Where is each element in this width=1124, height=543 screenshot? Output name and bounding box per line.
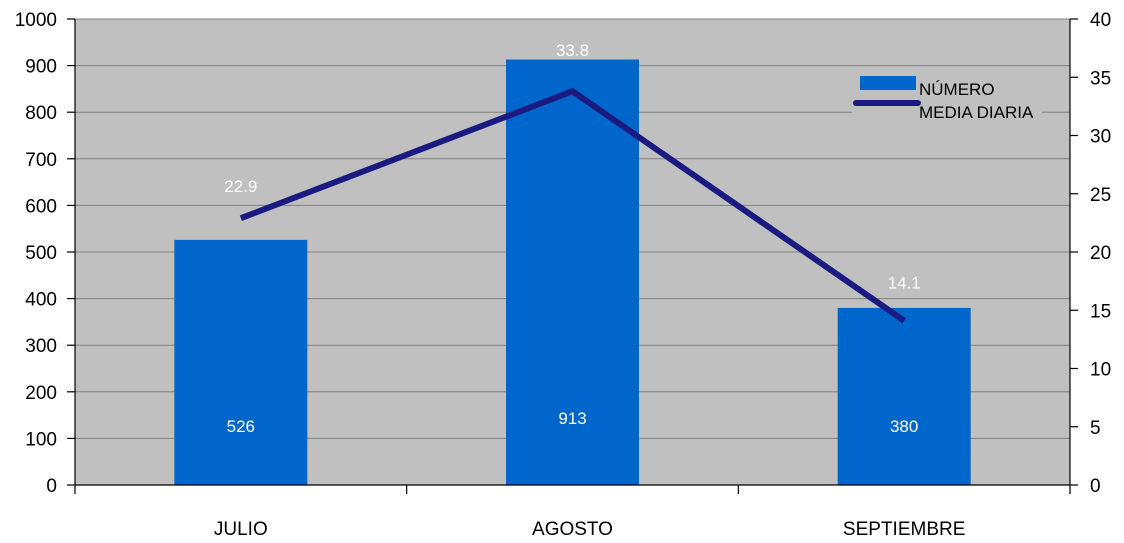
legend-label-media-diaria: MEDIA DIARIA	[919, 103, 1034, 122]
left-tick-label: 900	[25, 57, 57, 78]
right-tick-label: 30	[1090, 127, 1111, 148]
right-axis-ticks: 0 5 10 15 20 25 30 35 40	[1070, 10, 1111, 497]
category-label-septiembre: SEPTIEMBRE	[843, 519, 965, 540]
line-data-labels: 22.9 33.8 14.1	[224, 41, 920, 293]
bar-series	[174, 59, 971, 486]
bar-data-label: 526	[227, 417, 255, 436]
bar-data-label: 380	[890, 417, 918, 436]
legend-swatch-numero	[860, 76, 916, 90]
left-tick-label: 0	[46, 476, 57, 497]
right-tick-label: 35	[1090, 68, 1111, 89]
bar-data-label: 913	[558, 409, 586, 428]
right-tick-label: 40	[1090, 10, 1111, 31]
left-tick-label: 700	[25, 150, 57, 171]
left-tick-label: 800	[25, 103, 57, 124]
line-data-label: 33.8	[556, 41, 589, 60]
left-axis-ticks: 0 100 200 300 400 500 600 700 800 900 1000	[15, 10, 75, 497]
left-tick-label: 200	[25, 383, 57, 404]
category-axis-labels: JULIO AGOSTO SEPTIEMBRE	[214, 519, 966, 540]
right-tick-label: 15	[1090, 301, 1111, 322]
right-tick-label: 20	[1090, 243, 1111, 264]
right-tick-label: 0	[1090, 476, 1101, 497]
legend-label-numero: NÚMERO	[919, 80, 995, 99]
right-tick-label: 25	[1090, 185, 1111, 206]
line-data-label: 22.9	[224, 177, 257, 196]
legend: NÚMERO MEDIA DIARIA	[852, 72, 1042, 126]
left-tick-label: 300	[25, 336, 57, 357]
line-data-label: 14.1	[888, 274, 921, 293]
right-tick-label: 10	[1090, 360, 1111, 381]
right-tick-label: 5	[1090, 418, 1101, 439]
bar-agosto	[506, 59, 639, 486]
bar-septiembre	[837, 307, 971, 485]
left-tick-label: 400	[25, 290, 57, 311]
line-series-media-diaria	[239, 88, 906, 324]
left-tick-label: 500	[25, 243, 57, 264]
category-label-agosto: AGOSTO	[532, 519, 613, 540]
bar-julio	[174, 239, 308, 485]
left-tick-label: 600	[25, 196, 57, 217]
bar-data-labels: 526 913 380	[227, 409, 919, 436]
left-tick-label: 100	[25, 429, 57, 450]
left-tick-label: 1000	[15, 10, 57, 31]
category-label-julio: JULIO	[214, 519, 268, 540]
